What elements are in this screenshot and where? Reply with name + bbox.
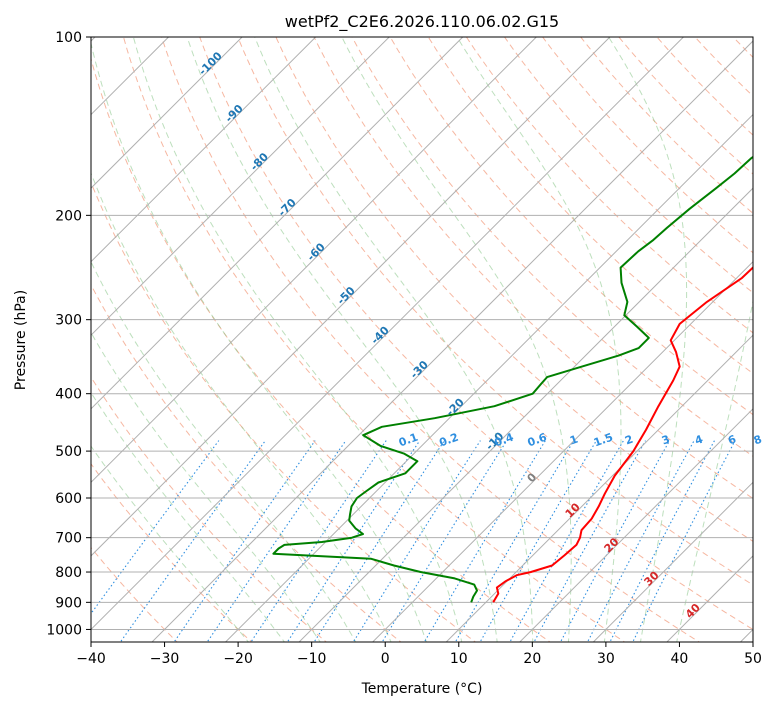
dry-adiabat (91, 283, 402, 642)
y-tick-label: 400 (55, 387, 82, 403)
x-tick-label: 20 (523, 651, 541, 667)
y-tick-label: 300 (55, 313, 82, 329)
dry-adiabat (275, 37, 753, 542)
y-tick-label: 100 (55, 30, 82, 46)
x-tick-label: −40 (76, 651, 106, 667)
isotherm-line (592, 481, 753, 642)
dewpoint-profile (272, 155, 753, 603)
mixing-ratio-label: 4 (693, 432, 705, 447)
isotherm-line (224, 113, 753, 642)
plot-frame (90, 36, 754, 643)
mixing-ratio-line (250, 440, 387, 642)
x-tick-label: −30 (150, 651, 180, 667)
y-tick-label: 200 (55, 208, 82, 224)
isotherm-line (91, 37, 464, 410)
mixing-ratio-label: 0.4 (493, 430, 516, 449)
y-axis-title: Pressure (hPa) (13, 290, 29, 390)
moist-adiabat (91, 260, 357, 642)
isotherm-line (445, 334, 753, 642)
mixing-ratio-label: 2 (623, 433, 635, 448)
dry-adiabat (237, 37, 753, 586)
mixing-ratio-label: 1 (568, 433, 580, 448)
isotherm-line (151, 40, 753, 642)
mixing-ratio-label: 0.1 (397, 431, 420, 450)
mixing-ratio-line (352, 440, 481, 642)
y-tick-label: 700 (55, 531, 82, 547)
dry-adiabat (313, 37, 753, 499)
mixing-ratio-line (173, 440, 316, 642)
mixing-ratio-line (286, 440, 421, 642)
isotherm-line (371, 260, 753, 642)
mixing-ratio-label: 6 (726, 432, 738, 447)
y-tick-label: 1000 (46, 622, 82, 638)
x-tick-label: −20 (223, 651, 253, 667)
mixing-ratio-line (479, 440, 597, 642)
dry-adiabat (91, 181, 477, 642)
mixing-ratio-label: 0.2 (437, 431, 460, 450)
x-tick-label: 10 (450, 651, 468, 667)
mixing-ratio-line (559, 440, 671, 642)
mixing-ratio-line (609, 440, 715, 642)
mixing-ratio-label: 3 (660, 433, 672, 448)
x-tick-label: 0 (381, 651, 390, 667)
background-lines (91, 37, 753, 642)
x-tick-label: 30 (597, 651, 615, 667)
isotherm-line (91, 37, 243, 189)
isotherm-line (91, 37, 390, 336)
mixing-ratio-line (313, 440, 445, 642)
y-tick-label: 900 (55, 595, 82, 611)
mixing-ratio-line (509, 440, 624, 642)
x-tick-label: 40 (671, 651, 689, 667)
isotherm-line (91, 37, 317, 263)
mixing-ratio-label: 8 (752, 433, 764, 448)
isotherm-line (91, 37, 537, 484)
isotherm-line (519, 408, 753, 642)
profile-lines (272, 155, 753, 603)
mixing-ratio-line (423, 440, 546, 642)
y-tick-label: 600 (55, 491, 82, 507)
y-tick-label: 800 (55, 565, 82, 581)
isotherm-line (91, 37, 611, 557)
x-tick-label: −10 (297, 651, 327, 667)
chart-title: wetPf2_C2E6.2026.110.06.02.G15 (285, 12, 559, 32)
temperature-profile (492, 266, 753, 603)
mixing-ratio-label: 1.5 (592, 431, 615, 450)
mixing-ratio-line (119, 440, 266, 642)
y-tick-label: 500 (55, 444, 82, 460)
isotherm-line (298, 187, 753, 642)
mixing-ratio-label: 0.6 (526, 430, 549, 449)
dry-adiabat (351, 37, 753, 457)
x-axis-title: Temperature (°C) (361, 681, 483, 697)
x-tick-label: 50 (744, 651, 762, 667)
mixing-ratio-line (533, 440, 646, 642)
isotherm-line (91, 37, 684, 631)
axis-ticks: −40 −30 −20 −10 0 10 20 30 40 50 1000 900 800 700 600 5… (46, 30, 762, 667)
mixing-ratio-line (586, 440, 695, 642)
